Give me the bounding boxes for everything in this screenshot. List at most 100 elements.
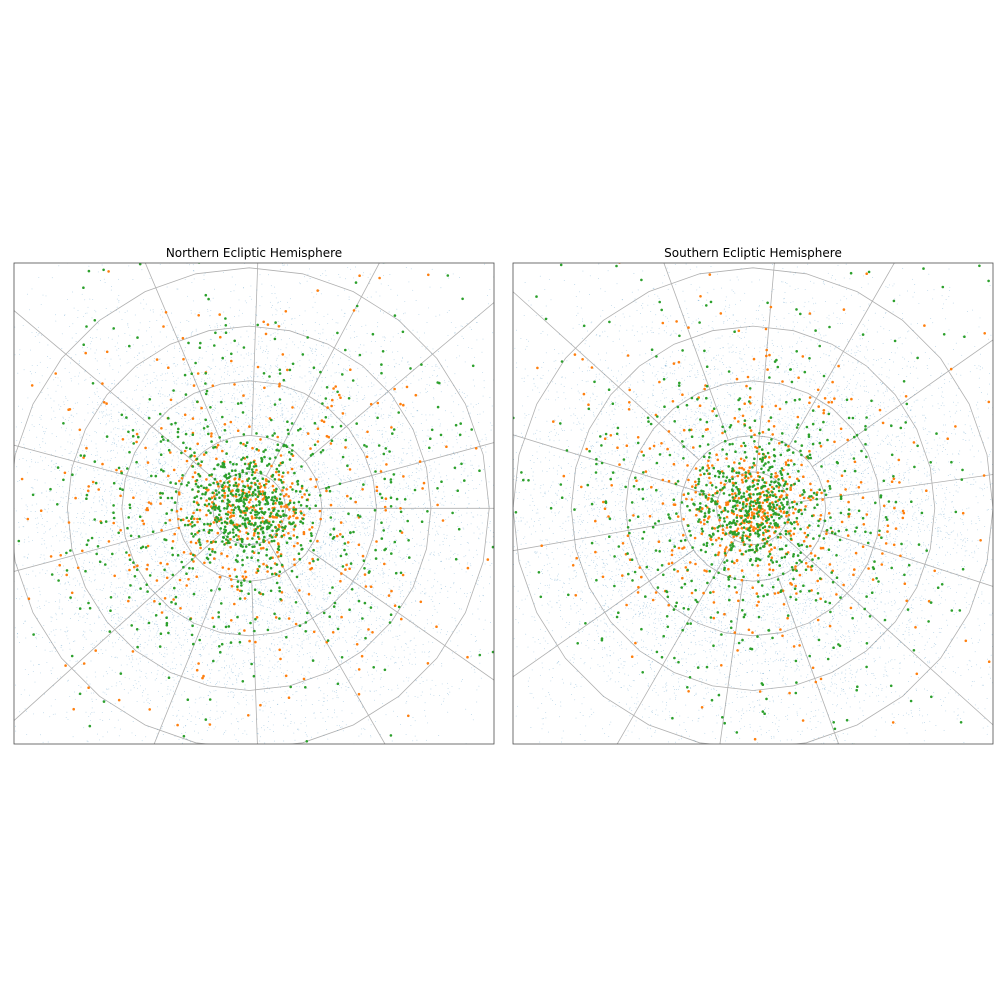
faint-star-point: [163, 575, 165, 577]
faint-star-point: [381, 388, 383, 390]
faint-star-point: [248, 530, 250, 532]
faint-star-point: [396, 601, 398, 603]
faint-star-point: [170, 403, 172, 405]
faint-star-point: [192, 665, 194, 667]
faint-star-point: [86, 676, 88, 678]
faint-star-point: [24, 539, 26, 541]
faint-star-point: [17, 372, 19, 374]
faint-star-point: [386, 470, 388, 472]
faint-star-point: [353, 578, 355, 580]
faint-star-point: [331, 457, 333, 459]
faint-star-point: [424, 538, 425, 540]
faint-star-point: [336, 398, 338, 400]
faint-star-point: [311, 595, 313, 597]
faint-star-point: [359, 534, 361, 536]
faint-star-point: [24, 446, 25, 448]
faint-star-point: [113, 564, 115, 566]
faint-star-point: [365, 351, 367, 353]
faint-star-point: [245, 592, 247, 594]
faint-star-point: [175, 560, 177, 562]
faint-star-point: [386, 554, 388, 556]
faint-star-point: [356, 398, 358, 400]
faint-star-point: [306, 431, 308, 433]
faint-star-point: [358, 618, 360, 620]
faint-star-point: [93, 692, 95, 694]
faint-star-point: [166, 555, 168, 557]
faint-star-point: [422, 681, 424, 682]
faint-star-point: [231, 691, 233, 693]
faint-star-point: [334, 512, 336, 514]
faint-star-point: [326, 536, 328, 538]
faint-star-point: [421, 591, 423, 593]
faint-star-point: [489, 530, 491, 532]
faint-star-point: [263, 568, 265, 570]
faint-star-point: [286, 458, 288, 460]
faint-star-point: [215, 416, 217, 418]
faint-star-point: [285, 366, 287, 368]
faint-star-point: [163, 452, 165, 454]
faint-star-point: [195, 663, 197, 665]
faint-star-point: [91, 707, 93, 709]
faint-star-point: [263, 405, 265, 406]
faint-star-point: [187, 537, 189, 539]
faint-star-point: [284, 492, 286, 494]
faint-star-point: [200, 619, 202, 621]
faint-star-point: [237, 476, 239, 478]
faint-star-point: [424, 710, 426, 712]
faint-star-point: [302, 468, 303, 470]
faint-star-point: [395, 505, 397, 507]
faint-star-point: [181, 742, 183, 744]
faint-star-point: [388, 545, 390, 547]
faint-star-point: [61, 427, 63, 429]
faint-star-point: [94, 622, 96, 624]
faint-star-point: [261, 501, 263, 503]
faint-star-point: [299, 686, 301, 688]
faint-star-point: [297, 584, 299, 586]
faint-star-point: [219, 559, 220, 561]
faint-star-point: [188, 559, 190, 561]
faint-star-point: [324, 409, 326, 411]
faint-star-point: [188, 497, 190, 499]
faint-star-point: [316, 312, 318, 314]
faint-star-point: [131, 599, 133, 601]
faint-star-point: [195, 424, 197, 426]
faint-star-point: [118, 412, 120, 413]
faint-star-point: [166, 543, 168, 545]
faint-star-point: [297, 632, 299, 634]
faint-star-point: [247, 599, 249, 600]
faint-star-point: [60, 629, 62, 631]
faint-star-point: [199, 635, 201, 637]
faint-star-point: [442, 541, 444, 542]
faint-star-point: [202, 646, 204, 648]
faint-star-point: [226, 622, 228, 624]
faint-star-point: [77, 451, 79, 453]
faint-star-point: [372, 592, 374, 594]
faint-star-point: [261, 476, 263, 478]
faint-star-point: [237, 551, 239, 553]
faint-star-point: [218, 428, 219, 430]
faint-star-point: [241, 519, 242, 521]
faint-star-point: [177, 635, 179, 636]
faint-star-point: [101, 572, 103, 574]
faint-star-point: [453, 572, 455, 574]
faint-star-point: [54, 478, 56, 480]
faint-star-point: [230, 291, 232, 292]
faint-star-point: [139, 465, 141, 466]
faint-star-point: [467, 475, 469, 477]
faint-star-point: [131, 526, 133, 528]
faint-star-point: [221, 565, 223, 567]
faint-star-point: [61, 386, 63, 388]
faint-star-point: [331, 318, 333, 320]
faint-star-point: [392, 548, 394, 550]
faint-star-point: [299, 365, 301, 367]
faint-star-point: [155, 646, 157, 647]
faint-star-point: [201, 634, 203, 636]
faint-star-point: [260, 585, 262, 587]
faint-star-point: [167, 615, 168, 617]
faint-star-point: [230, 723, 232, 725]
faint-star-point: [221, 434, 223, 436]
faint-star-point: [262, 471, 264, 473]
faint-star-point: [404, 312, 406, 314]
faint-star-point: [317, 525, 319, 527]
faint-star-point: [156, 532, 157, 534]
